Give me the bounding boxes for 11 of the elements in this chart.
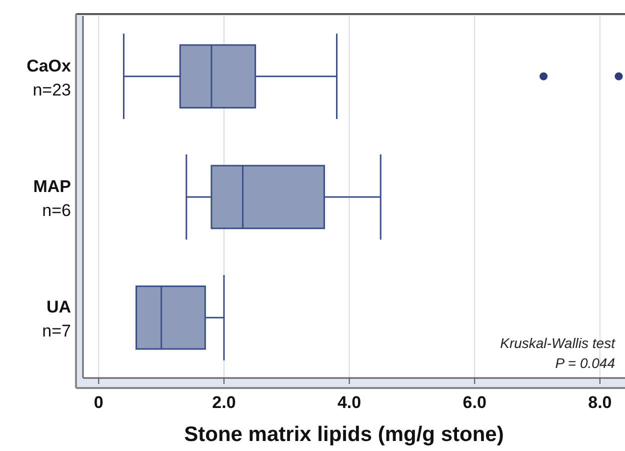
y-tick-label: CaOx n=23: [26, 56, 72, 100]
x-axis-title: Stone matrix lipids (mg/g stone): [184, 423, 504, 446]
y-tick-label: UA n=7: [42, 298, 71, 341]
x-tick-label: 4.0: [337, 393, 362, 412]
annotation: Kruskal-Wallis test: [500, 335, 616, 351]
x-tick-label: 0: [94, 393, 104, 412]
annotation: P = 0.044: [555, 355, 616, 371]
y-tick-label: MAP n=6: [33, 177, 71, 220]
x-tick-label: 2.0: [212, 393, 236, 412]
x-tick-label: 6.0: [462, 393, 486, 412]
x-tick-label: 8.0: [588, 393, 612, 412]
